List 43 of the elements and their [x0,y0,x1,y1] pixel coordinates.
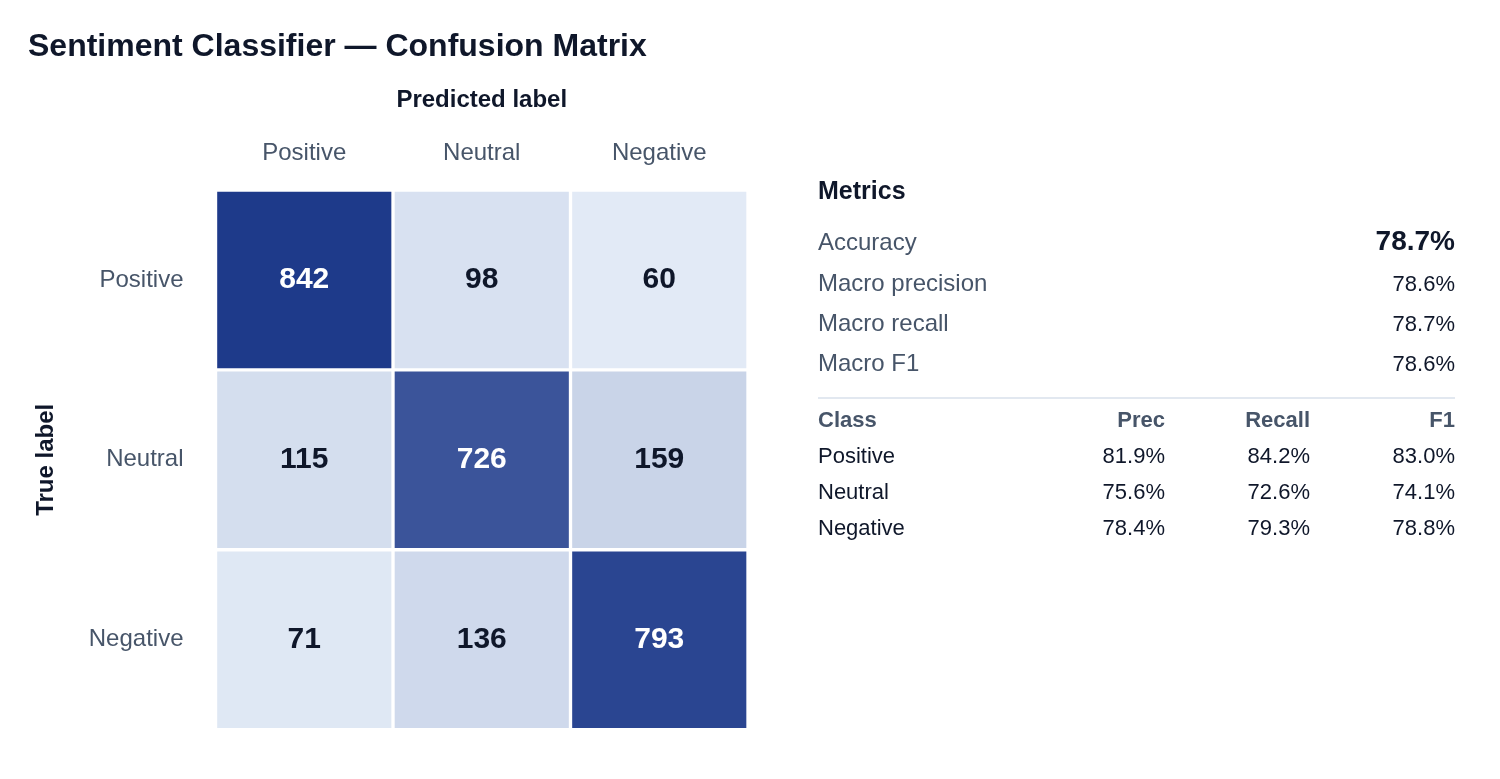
x-tick-label: Negative [611,138,707,166]
text: 78.6% [1392,271,1455,296]
x-tick-label: Neutral [443,138,521,166]
y-tick-label: Positive [99,264,184,292]
category-label: Macro recall [818,309,949,336]
category-label: F1 [1428,407,1455,433]
text: 78.7% [1375,225,1455,256]
data-label: 842 [279,261,330,295]
data-label: 726 [456,441,507,475]
text: 83.0% [1392,443,1455,468]
x-axis-title: Predicted label [396,85,568,113]
y-tick-label: Negative [88,624,184,652]
data-label: 115 [280,441,329,475]
data-label: 71 [287,620,321,654]
text: 74.1% [1392,479,1455,504]
y-tick-label: Neutral [106,444,184,472]
data-label: 793 [634,620,685,654]
text: 84.2% [1247,443,1310,468]
chart-title: Sentiment Classifier — Confusion Matrix [28,27,647,64]
category-label: Accuracy [818,228,917,255]
text: 78.6% [1392,351,1455,376]
text: 78.4% [1102,515,1165,540]
category-label: Positive [818,443,896,468]
text: 72.6% [1247,479,1310,504]
text: 78.8% [1392,515,1455,540]
y-axis-title: True label [31,403,59,516]
text: Metrics [818,176,907,205]
data-label: 159 [634,441,685,475]
category-label: Negative [818,515,905,540]
category-label: Prec [1116,407,1165,433]
text: 79.3% [1247,515,1310,540]
x-tick-label: Positive [262,138,347,166]
text: 75.6% [1102,479,1165,504]
category-label: Macro precision [818,269,988,296]
text: 81.9% [1102,443,1165,468]
data-label: 60 [642,261,676,295]
data-label: 98 [465,261,499,295]
category-label: Neutral [818,479,889,504]
category-label: Macro F1 [818,349,920,376]
category-label: Recall [1244,407,1310,433]
category-label: Class [818,407,878,433]
data-label: 136 [456,620,507,654]
text: 78.7% [1392,311,1455,336]
